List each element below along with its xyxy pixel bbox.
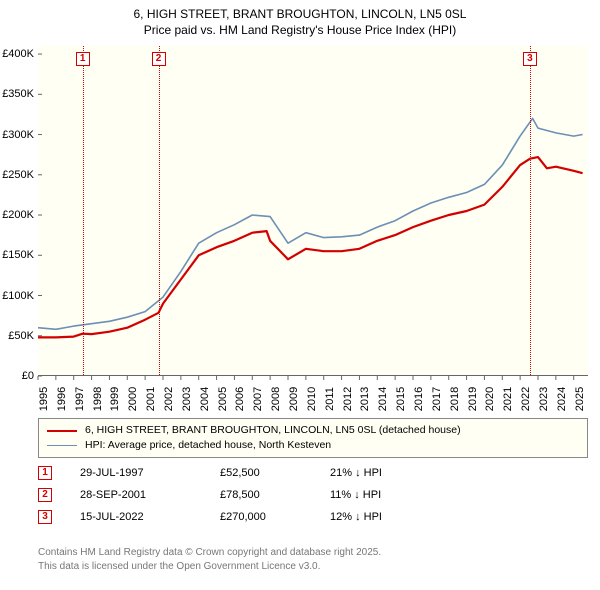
transaction-row-marker: 1	[38, 466, 52, 480]
x-axis-label: 2018	[449, 387, 461, 411]
transaction-vline	[530, 46, 531, 375]
transaction-price: £52,500	[220, 467, 330, 479]
y-axis-label: £150K	[2, 249, 34, 261]
transaction-price: £270,000	[220, 511, 330, 523]
x-axis-label: 2023	[538, 387, 550, 411]
transaction-row: 3 15-JUL-2022£270,00012% ↓ HPI	[38, 506, 588, 528]
transaction-vline	[83, 46, 84, 375]
x-axis-label: 2022	[520, 387, 532, 411]
x-axis-label: 2019	[467, 387, 479, 411]
transaction-price: £78,500	[220, 489, 330, 501]
y-axis-label: £0	[22, 370, 34, 382]
footer-attribution: Contains HM Land Registry data © Crown c…	[38, 546, 381, 573]
chart-title: 6, HIGH STREET, BRANT BROUGHTON, LINCOLN…	[0, 0, 600, 42]
x-axis-label: 2010	[306, 387, 318, 411]
x-axis-label: 1999	[109, 387, 121, 411]
transaction-vline	[159, 46, 160, 375]
transaction-date: 28-SEP-2001	[80, 489, 220, 501]
y-axis-label: £400K	[2, 48, 34, 60]
series-line-price_paid	[38, 157, 583, 337]
title-line-1: 6, HIGH STREET, BRANT BROUGHTON, LINCOLN…	[0, 6, 600, 22]
x-axis-label: 2004	[199, 387, 211, 411]
legend: 6, HIGH STREET, BRANT BROUGHTON, LINCOLN…	[38, 418, 588, 458]
x-axis-label: 1998	[92, 387, 104, 411]
x-axis-label: 2015	[395, 387, 407, 411]
transaction-row: 1 29-JUL-1997£52,50021% ↓ HPI	[38, 462, 588, 484]
chart-plot-area: £0£50K£100K£150K£200K£250K£300K£350K£400…	[38, 46, 588, 376]
transaction-marker: 3	[523, 52, 537, 66]
x-axis-label: 2000	[127, 387, 139, 411]
y-axis-label: £200K	[2, 209, 34, 221]
x-axis-label: 2014	[377, 387, 389, 411]
y-axis-label: £300K	[2, 129, 34, 141]
x-axis-label: 2021	[502, 387, 514, 411]
x-axis-label: 2024	[556, 387, 568, 411]
footer-line-2: This data is licensed under the Open Gov…	[38, 560, 381, 574]
transaction-date: 29-JUL-1997	[80, 467, 220, 479]
y-axis-label: £100K	[2, 290, 34, 302]
transactions-table: 1 29-JUL-1997£52,50021% ↓ HPI 2 28-SEP-2001…	[38, 462, 588, 528]
y-axis-label: £250K	[2, 169, 34, 181]
x-axis-label: 1996	[56, 387, 68, 411]
transaction-marker: 2	[152, 52, 166, 66]
transaction-row-marker: 2	[38, 488, 52, 502]
x-axis-label: 2008	[270, 387, 282, 411]
legend-swatch	[47, 430, 77, 432]
transaction-delta: 12% ↓ HPI	[330, 511, 588, 523]
legend-swatch	[47, 445, 77, 446]
x-axis-label: 2020	[484, 387, 496, 411]
x-axis-label: 2007	[252, 387, 264, 411]
x-axis-label: 2006	[234, 387, 246, 411]
x-axis-label: 2011	[324, 387, 336, 411]
x-axis-label: 2005	[217, 387, 229, 411]
chart-svg	[38, 46, 588, 375]
legend-item: HPI: Average price, detached house, Nort…	[47, 438, 579, 453]
x-axis-label: 2025	[574, 387, 586, 411]
y-axis-label: £350K	[2, 88, 34, 100]
x-axis-label: 1995	[38, 387, 50, 411]
transaction-delta: 11% ↓ HPI	[330, 489, 588, 501]
x-axis-label: 2009	[288, 387, 300, 411]
legend-label: 6, HIGH STREET, BRANT BROUGHTON, LINCOLN…	[85, 423, 461, 438]
footer-line-1: Contains HM Land Registry data © Crown c…	[38, 546, 381, 560]
x-axis-label: 1997	[74, 387, 86, 411]
y-axis-label: £50K	[8, 330, 34, 342]
transaction-row: 2 28-SEP-2001£78,50011% ↓ HPI	[38, 484, 588, 506]
x-axis-label: 2003	[181, 387, 193, 411]
title-line-2: Price paid vs. HM Land Registry's House …	[0, 22, 600, 38]
x-axis-label: 2012	[342, 387, 354, 411]
x-axis-label: 2016	[413, 387, 425, 411]
x-axis-label: 2002	[163, 387, 175, 411]
transaction-row-marker: 3	[38, 510, 52, 524]
transaction-marker: 1	[76, 52, 90, 66]
x-axis-label: 2001	[145, 387, 157, 411]
transaction-date: 15-JUL-2022	[80, 511, 220, 523]
transaction-delta: 21% ↓ HPI	[330, 467, 588, 479]
x-axis-label: 2013	[359, 387, 371, 411]
x-axis-label: 2017	[431, 387, 443, 411]
legend-item: 6, HIGH STREET, BRANT BROUGHTON, LINCOLN…	[47, 423, 579, 438]
series-line-hpi	[38, 118, 583, 329]
legend-label: HPI: Average price, detached house, Nort…	[85, 438, 331, 453]
